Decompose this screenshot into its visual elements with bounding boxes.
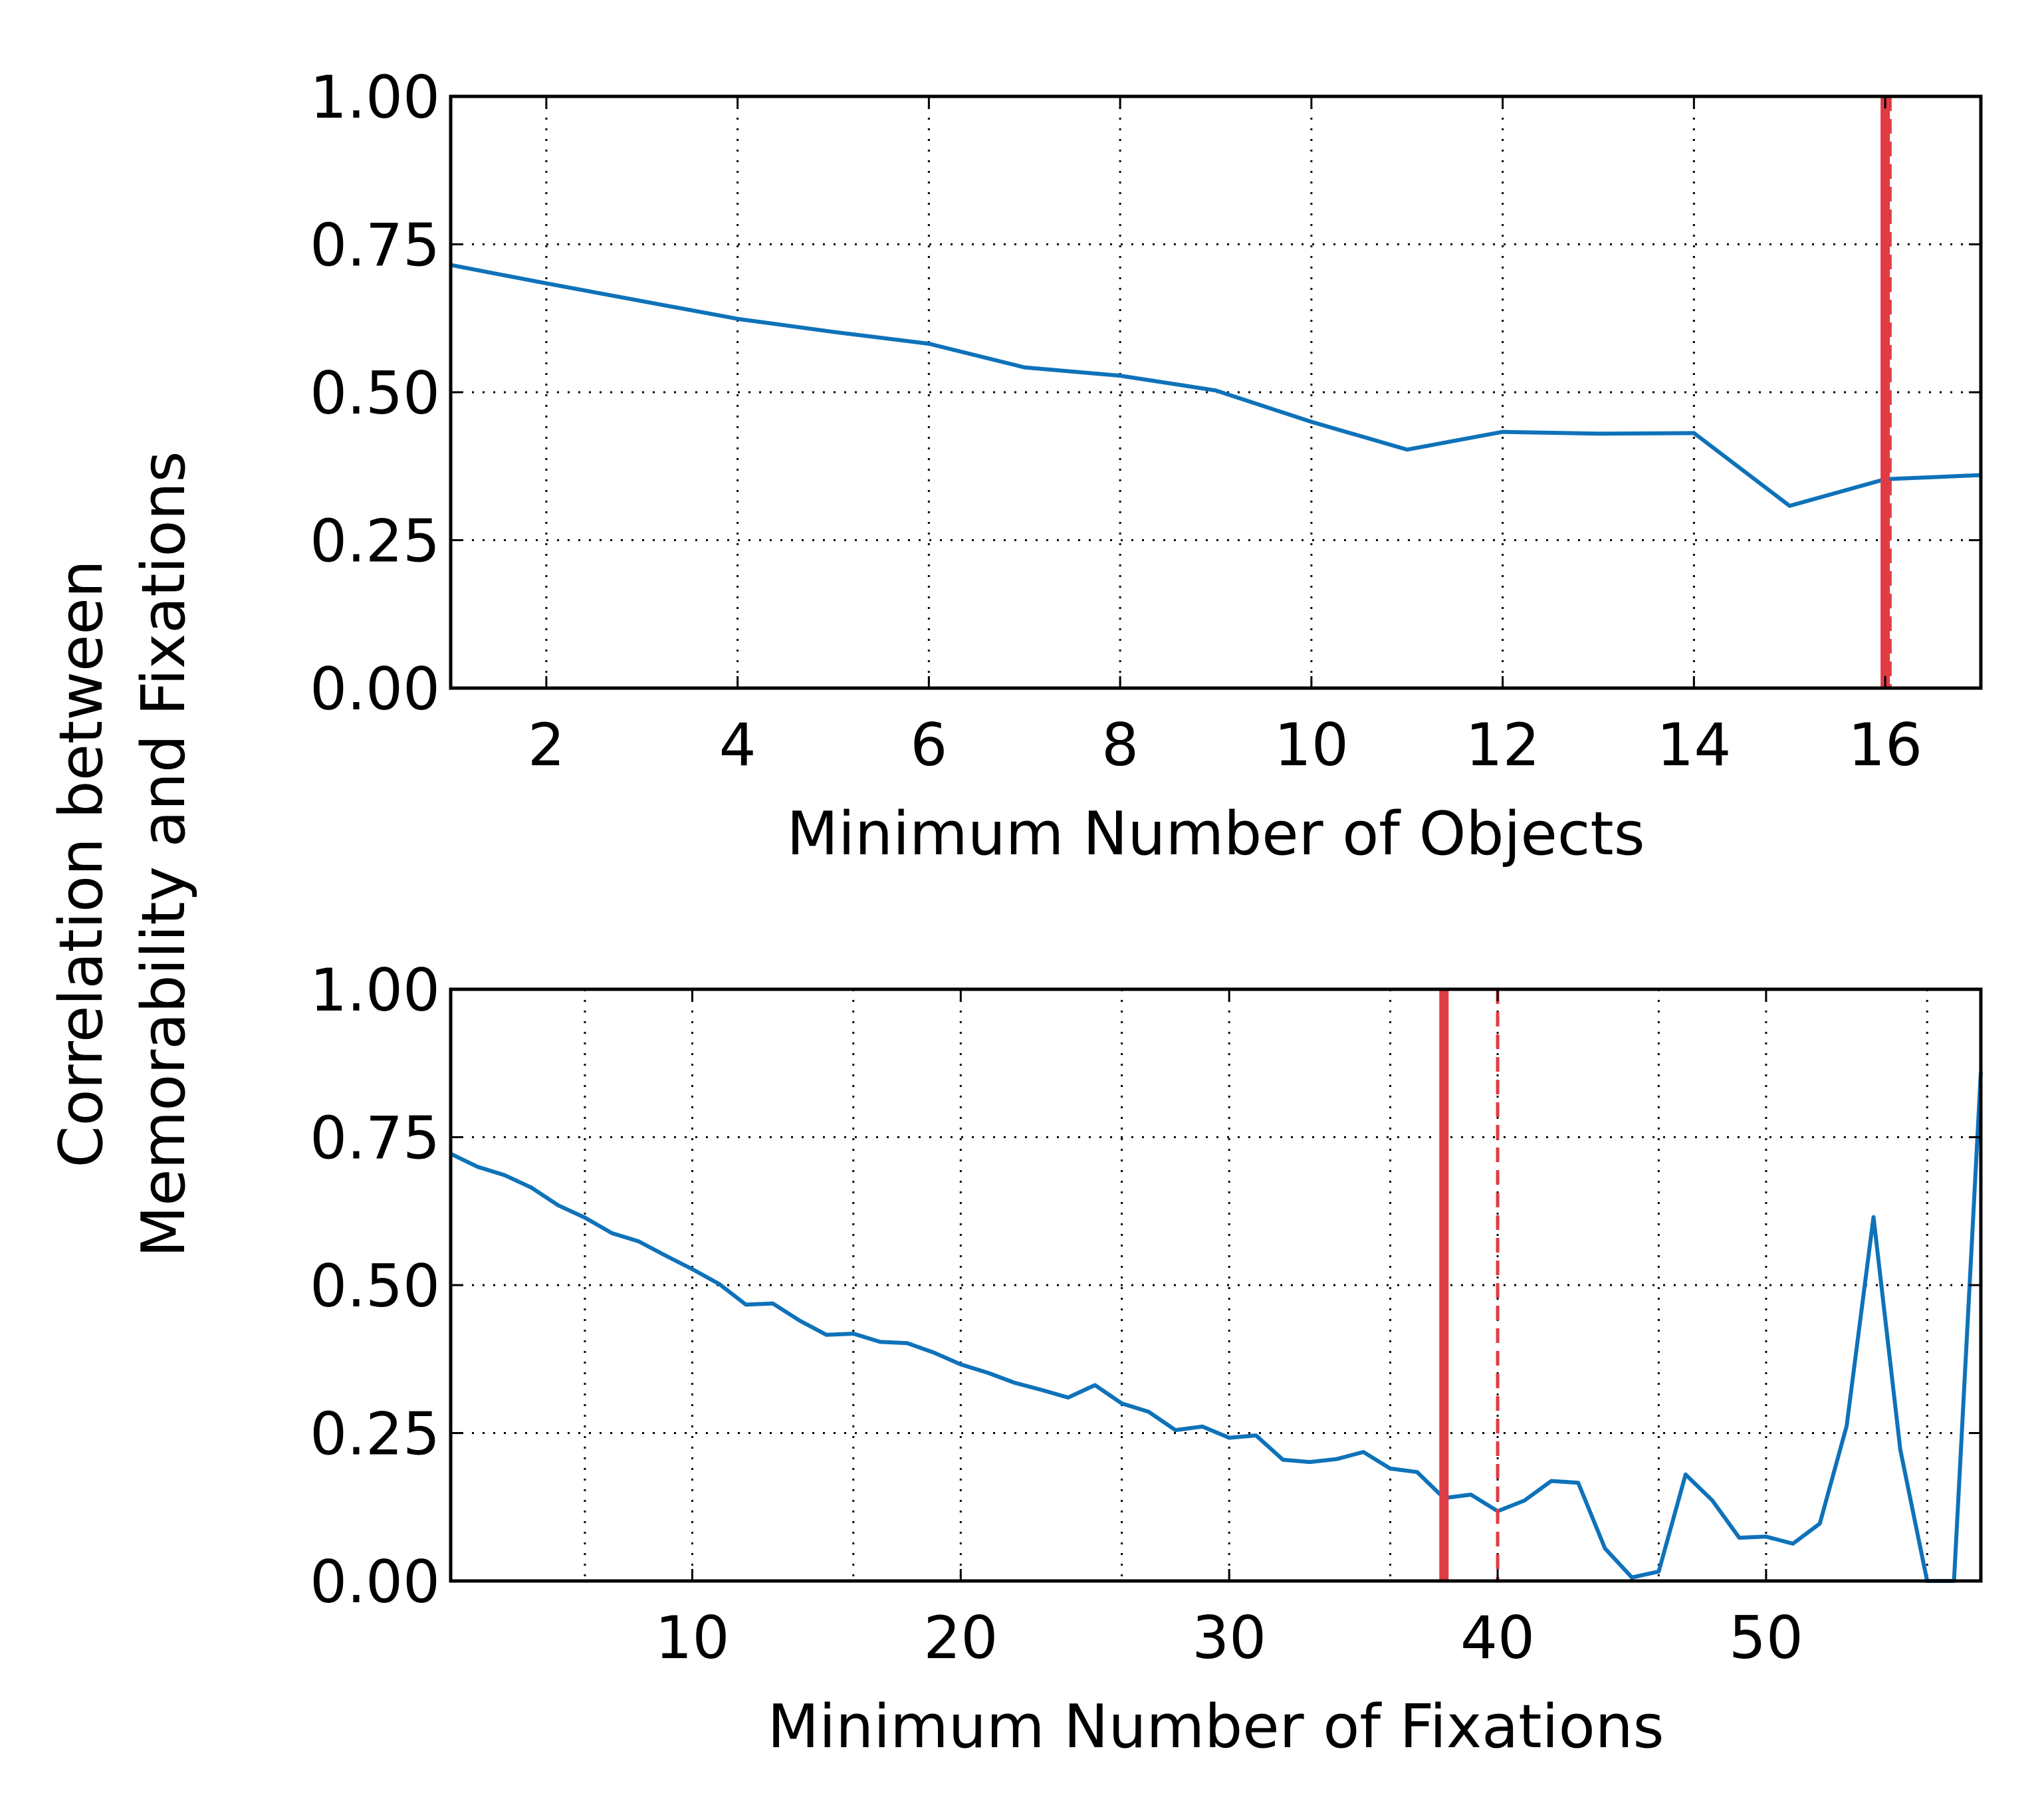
x-tick-label: 10 [1274, 711, 1349, 779]
x-axis-title: Minimum Number of Fixations [767, 1692, 1664, 1762]
x-tick-label: 30 [1192, 1604, 1266, 1672]
y-tick-label: 0.00 [310, 1548, 440, 1616]
y-tick-label: 1.00 [310, 956, 440, 1025]
y-axis-title-line-1: Correlation between [47, 560, 116, 1167]
x-tick-label: 20 [923, 1604, 998, 1672]
y-tick-label: 0.50 [310, 1252, 440, 1320]
x-tick-label: 12 [1466, 711, 1540, 779]
x-tick-label: 8 [1101, 711, 1139, 779]
x-tick-label: 4 [719, 711, 756, 779]
x-tick-label: 16 [1848, 711, 1922, 779]
plot-frame [449, 94, 1983, 690]
x-tick-label: 40 [1460, 1604, 1535, 1672]
x-tick-label: 14 [1656, 711, 1731, 779]
data-series-line [449, 1072, 1983, 1583]
fixations-correlation-chart: 10 20 30 40 50 0.00 0.25 0.50 0.75 1.00 Minimum Nu… [310, 956, 1983, 1762]
y-tick-label: 0.25 [310, 507, 440, 576]
x-tick-label: 2 [528, 711, 565, 779]
shared-y-axis-title: Correlation between Memorability and Fix… [47, 451, 199, 1257]
y-tick-label: 0.75 [310, 1104, 440, 1173]
x-tick-label: 10 [655, 1604, 729, 1672]
y-axis-title-line-2: Memorability and Fixations [129, 451, 199, 1257]
x-axis-title: Minimum Number of Objects [786, 799, 1645, 869]
y-tick-label: 0.50 [310, 359, 440, 427]
y-tick-label: 0.00 [310, 655, 440, 723]
y-tick-label: 0.25 [310, 1400, 440, 1469]
plot-frame [449, 987, 1983, 1583]
x-tick-label: 6 [910, 711, 947, 779]
objects-correlation-chart: 2 4 6 8 10 12 14 16 0.00 0.25 0.50 0.75 1.00 Minimum … [310, 63, 1983, 869]
data-series-line [450, 263, 1982, 508]
y-tick-label: 1.00 [310, 63, 440, 132]
x-tick-label: 50 [1729, 1604, 1803, 1672]
y-tick-label: 0.75 [310, 211, 440, 280]
